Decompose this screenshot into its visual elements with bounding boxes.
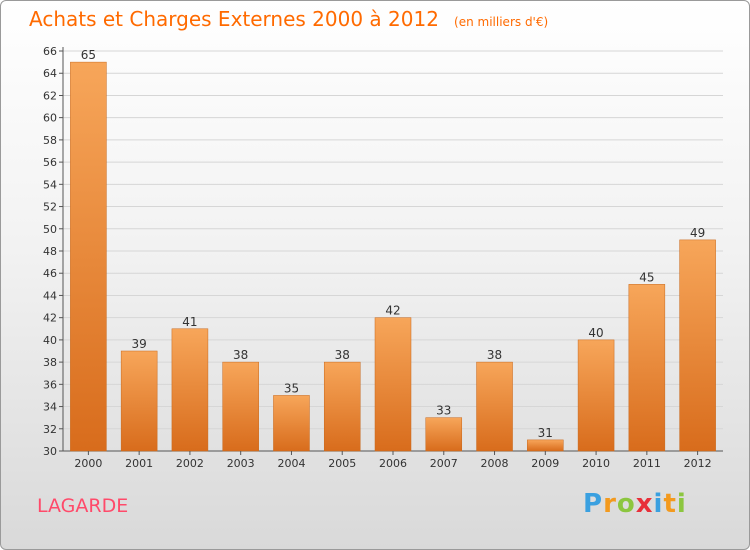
data-label-2009: 31 <box>538 426 553 440</box>
logo-letter: i <box>653 489 664 519</box>
logo-letter: o <box>616 489 636 519</box>
data-label-2003: 38 <box>233 348 248 362</box>
data-label-2002: 41 <box>182 315 197 329</box>
bar-2010 <box>577 339 615 452</box>
y-tick-label: 40 <box>43 334 57 347</box>
y-tick-label: 34 <box>43 401 57 414</box>
data-label-2000: 65 <box>81 48 96 62</box>
bar-2007 <box>425 417 463 452</box>
data-label-2006: 42 <box>385 304 400 318</box>
bar-2008 <box>476 361 513 452</box>
y-tick-label: 42 <box>43 312 57 325</box>
data-label-2005: 38 <box>335 348 350 362</box>
bar-2011 <box>628 284 666 452</box>
bar-2003 <box>222 361 259 452</box>
chart-title: Achats et Charges Externes 2000 à 2012 (… <box>29 7 548 31</box>
data-label-2010: 40 <box>588 326 603 340</box>
bar-2009 <box>527 439 564 452</box>
y-tick-label: 64 <box>43 67 57 80</box>
y-tick-label: 66 <box>43 45 57 58</box>
y-tick-label: 56 <box>43 156 57 169</box>
y-tick-label: 38 <box>43 356 57 369</box>
x-tick-label-2005: 2005 <box>328 457 356 470</box>
y-tick-label: 62 <box>43 89 57 102</box>
y-tick-label: 60 <box>43 112 57 125</box>
y-tick-label: 48 <box>43 245 57 258</box>
x-tick-label-2002: 2002 <box>176 457 204 470</box>
logo-letter: i <box>676 489 687 519</box>
x-tick-label-2010: 2010 <box>582 457 610 470</box>
y-tick-label: 54 <box>43 178 57 191</box>
y-tick-label: 50 <box>43 223 57 236</box>
y-tick-label: 46 <box>43 267 57 280</box>
x-tick-label-2011: 2011 <box>633 457 661 470</box>
logo-letter: t <box>663 489 677 519</box>
commune-name: LAGARDE <box>37 495 129 517</box>
bar-2006 <box>374 317 412 452</box>
y-tick-label: 58 <box>43 134 57 147</box>
data-label-2011: 45 <box>639 270 654 284</box>
bar-2001 <box>120 350 158 452</box>
data-label-2012: 49 <box>690 226 705 240</box>
x-tick-label-2007: 2007 <box>430 457 458 470</box>
bar-2012 <box>679 239 716 452</box>
y-tick-label: 44 <box>43 289 57 302</box>
bar-2000 <box>70 61 107 452</box>
x-tick-label-2006: 2006 <box>379 457 407 470</box>
bar-2002 <box>171 328 209 452</box>
x-tick-label-2000: 2000 <box>74 457 102 470</box>
bar-2004 <box>273 395 310 452</box>
chart-title-text: Achats et Charges Externes 2000 à 2012 <box>29 7 439 31</box>
bar-2005 <box>323 361 361 452</box>
y-tick-label: 30 <box>43 445 57 458</box>
x-tick-label-2009: 2009 <box>531 457 559 470</box>
y-tick-label: 52 <box>43 201 57 214</box>
x-tick-label-2012: 2012 <box>684 457 712 470</box>
y-tick-label: 36 <box>43 378 57 391</box>
logo-letter: x <box>635 489 654 519</box>
logo-letter: P <box>583 489 604 519</box>
x-tick-label-2003: 2003 <box>227 457 255 470</box>
proxiti-logo: Proxiti <box>583 489 687 519</box>
data-label-2007: 33 <box>436 404 451 418</box>
x-tick-label-2001: 2001 <box>125 457 153 470</box>
x-tick-label-2004: 2004 <box>277 457 305 470</box>
data-label-2004: 35 <box>284 381 299 395</box>
data-label-2001: 39 <box>132 337 147 351</box>
y-tick-label: 32 <box>43 423 57 436</box>
logo-letter: r <box>603 489 617 519</box>
x-tick-label-2008: 2008 <box>481 457 509 470</box>
data-label-2008: 38 <box>487 348 502 362</box>
chart-subtitle: (en milliers d'€) <box>454 15 549 29</box>
